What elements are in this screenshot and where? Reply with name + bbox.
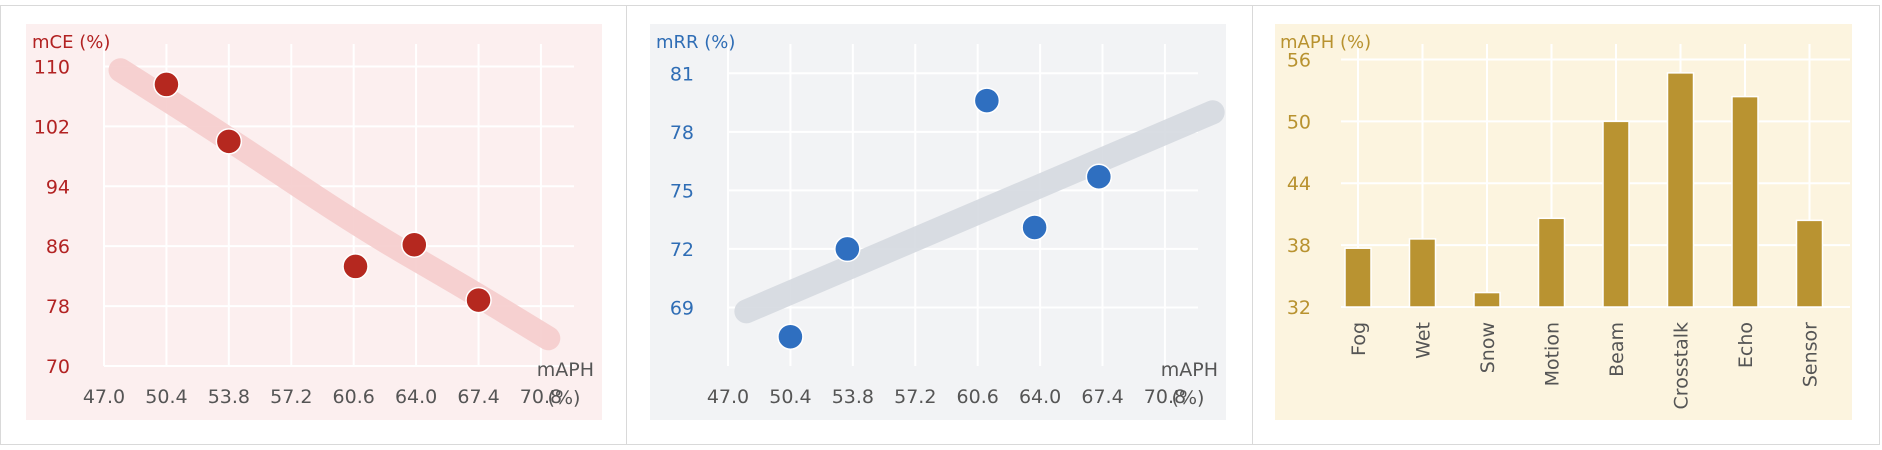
data-point [153, 71, 180, 98]
x-tick-label: 47.0 [83, 386, 125, 408]
data-point [1085, 163, 1113, 190]
bar [1602, 120, 1630, 308]
y-tick-label: 32 [1287, 297, 1311, 319]
x-tick-label: 67.4 [1081, 386, 1123, 408]
x-tick-label: 50.4 [145, 386, 187, 408]
x-tick-label: 70.8 [1144, 386, 1186, 408]
maph-by-corruption-chart: 32 38 44 50 56 mAPH (%) Fog Wet Snow Motion Beam Cr… [1275, 24, 1852, 420]
bar [1473, 291, 1501, 308]
y-axis-label: mAPH (%) [1280, 32, 1371, 53]
y-axis-label: mRR (%) [656, 32, 735, 53]
data-point [1021, 214, 1048, 241]
x-tick-label: Echo [1735, 322, 1757, 368]
y-tick-label: 78 [46, 296, 70, 318]
y-tick-label: 110 [34, 56, 70, 78]
mrr-scatter-svg: 47.0 50.4 53.8 57.2 60.6 64.0 67.4 70.8 69 72 75 78… [650, 24, 1226, 420]
data-point [834, 235, 861, 263]
x-tick-label: Fog [1348, 322, 1370, 356]
bar [1666, 72, 1695, 308]
y-tick-label: 70 [46, 356, 70, 378]
y-tick-label: 94 [46, 176, 70, 198]
plot-background [26, 24, 602, 420]
x-tick-label: Snow [1477, 322, 1499, 373]
x-tick-label: 64.0 [395, 386, 437, 408]
x-axis-label: mAPH [537, 359, 594, 381]
x-tick-label: Beam [1606, 322, 1628, 377]
x-tick-label: 64.0 [1019, 386, 1061, 408]
x-tick-label: 60.6 [333, 386, 375, 408]
x-axis-label: mAPH [1161, 359, 1218, 381]
data-point [342, 253, 369, 280]
y-tick-label: 72 [670, 239, 694, 261]
data-point [973, 87, 1001, 114]
data-point [777, 323, 804, 350]
y-tick-label: 102 [34, 116, 70, 138]
x-tick-label: 47.0 [707, 386, 749, 408]
y-axis-label: mCE (%) [32, 32, 110, 53]
y-tick-label: 44 [1287, 173, 1311, 195]
y-tick-label: 38 [1287, 235, 1311, 257]
x-tick-label: 67.4 [457, 386, 499, 408]
x-tick-label: 57.2 [894, 386, 936, 408]
y-tick-label: 50 [1287, 111, 1311, 133]
mce-scatter-svg: 47.0 50.4 53.8 57.2 60.6 64.0 67.4 70.8 70 78 86 94… [26, 24, 602, 420]
panel-divider [1252, 5, 1253, 445]
y-tick-label: 78 [670, 122, 694, 144]
panel-divider [626, 5, 627, 445]
y-tick-label: 81 [670, 63, 694, 85]
data-point [401, 231, 428, 258]
x-tick-label: Crosstalk [1671, 322, 1693, 409]
x-tick-label: Wet [1413, 322, 1435, 359]
x-tick-label: 50.4 [769, 386, 811, 408]
figure-frame [0, 5, 1880, 445]
bar [1537, 217, 1566, 308]
x-tick-label: Sensor [1800, 322, 1822, 387]
y-tick-label: 69 [670, 297, 694, 319]
x-axis-unit: (%) [548, 387, 581, 409]
bar [1408, 238, 1437, 308]
mce-vs-maph-chart: 47.0 50.4 53.8 57.2 60.6 64.0 67.4 70.8 70 78 86 94… [26, 24, 602, 420]
y-tick-label: 56 [1287, 49, 1311, 71]
x-tick-label: 57.2 [270, 386, 312, 408]
x-tick-label: 53.8 [208, 386, 250, 408]
x-tick-label: 53.8 [832, 386, 874, 408]
bar [1344, 247, 1372, 308]
bar [1795, 219, 1824, 308]
data-point [215, 128, 243, 155]
bar [1731, 95, 1759, 308]
trend-band [734, 100, 1225, 324]
x-axis-unit: (%) [1172, 387, 1205, 409]
mrr-vs-maph-chart: 47.0 50.4 53.8 57.2 60.6 64.0 67.4 70.8 69 72 75 78… [650, 24, 1226, 420]
x-tick-label: Motion [1542, 322, 1564, 386]
y-tick-label: 75 [670, 180, 694, 202]
x-tick-label: 70.8 [520, 386, 562, 408]
data-point [465, 286, 492, 314]
x-tick-label: 60.6 [957, 386, 999, 408]
y-tick-label: 86 [46, 236, 70, 258]
